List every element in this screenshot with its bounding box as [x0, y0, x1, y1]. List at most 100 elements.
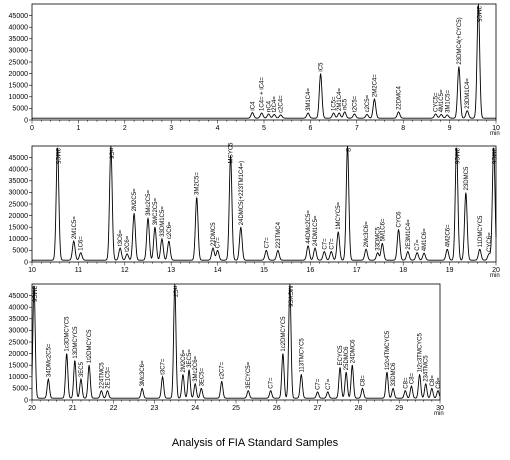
peak-label: 4M1C5= — [439, 89, 445, 112]
peak-apex — [161, 238, 163, 240]
peak-label: nC7 — [171, 286, 177, 298]
peak-apex — [80, 378, 82, 380]
peak-label: c2C7= — [220, 361, 226, 379]
peak-label: c2C6= — [167, 221, 173, 239]
peak-apex — [200, 388, 202, 389]
panel-2: 0 5000 10000 15000 20000 25000 30000 35000 40000… — [9, 142, 500, 279]
peak-label: 24DMC6 — [350, 339, 356, 363]
y-tick-label: 45000 — [9, 293, 29, 300]
peak-label: 223TMC4 — [276, 221, 282, 248]
peak-label: C7= — [264, 237, 270, 249]
x-tick-label: 6 — [308, 125, 312, 132]
peak-apex — [73, 240, 75, 242]
y-tick-label: 45000 — [9, 13, 29, 20]
peak-label: 2E1C5= — [106, 366, 112, 388]
peak-label: C7= — [216, 237, 222, 249]
peak-apex — [374, 98, 375, 100]
y-tick-label: 20000 — [9, 71, 29, 78]
peak-label: 3M1C4= — [306, 88, 312, 111]
peak-label: 5M1C6= — [380, 218, 386, 241]
peak-apex — [212, 247, 214, 249]
y-tick-label: 0 — [24, 259, 28, 266]
peak-apex — [320, 73, 322, 74]
peak-apex — [411, 385, 412, 387]
peak-label: t2C6= — [125, 235, 131, 252]
x-tick-label: 12 — [121, 267, 129, 274]
peak-apex — [407, 251, 409, 252]
peak-apex — [347, 145, 348, 147]
x-tick-label: 2 — [123, 125, 127, 132]
peak-apex — [162, 376, 163, 378]
peak-apex — [493, 145, 495, 147]
peak-apex — [88, 364, 90, 366]
peak-label: 1C6= — [79, 236, 85, 251]
peak-apex — [107, 390, 108, 392]
peak-label: 3EC5= — [187, 349, 193, 368]
peak-apex — [333, 112, 334, 114]
peak-label: 2E3M1C4= — [406, 219, 412, 250]
peak-apex — [458, 66, 460, 68]
y-tick-label: 30000 — [9, 328, 29, 335]
peak-apex — [74, 360, 76, 361]
peak-apex — [196, 196, 198, 198]
y-tick-label: 25000 — [9, 59, 29, 66]
peak-label: 4M1C6= — [422, 228, 428, 251]
peak-label: c2C5= — [365, 94, 371, 112]
peak-label: 22DMC5 — [211, 222, 217, 246]
peak-label: 33DMC6 — [391, 362, 397, 386]
x-tick-label: 17 — [353, 267, 361, 274]
y-tick-label: 15000 — [9, 363, 29, 370]
peak-label: 1t2DMCYC5 — [87, 329, 93, 363]
peak-label: 25DMC6 — [344, 346, 350, 370]
y-tick-label: 10000 — [9, 374, 29, 381]
x-unit-label: min — [434, 411, 444, 417]
x-tick-label: 0 — [30, 125, 34, 132]
peak-apex — [345, 371, 347, 373]
peak-apex — [362, 388, 363, 389]
trace-line — [31, 283, 441, 399]
y-tick-label: 40000 — [9, 305, 29, 312]
peak-apex — [280, 114, 282, 116]
x-tick-label: 22 — [110, 405, 118, 412]
peak-apex — [344, 111, 346, 113]
peak-label: 3MC6 — [31, 286, 37, 303]
peak-apex — [446, 114, 448, 116]
peak-apex — [174, 283, 176, 285]
peak-apex — [366, 114, 368, 115]
y-tick-label: 30000 — [9, 48, 29, 55]
peak-label: C8= — [361, 375, 367, 387]
x-tick-label: 21 — [69, 405, 77, 412]
x-tick-label: 20 — [492, 267, 500, 274]
peak-label: CYC5= — [434, 92, 440, 112]
peak-apex — [270, 390, 272, 392]
x-tick-label: 15 — [260, 267, 268, 274]
peak-label: 3MC5 — [54, 148, 60, 165]
peak-label: C8= — [430, 375, 436, 387]
peak-apex — [265, 250, 267, 251]
peak-apex — [230, 154, 231, 156]
x-unit-label: min — [490, 273, 500, 279]
peak-apex — [307, 112, 309, 114]
x-tick-label: 23 — [151, 405, 159, 412]
peak-apex — [273, 114, 275, 115]
peak-apex — [435, 113, 437, 115]
peak-label: 1t2c3TMCYC5 — [418, 332, 424, 372]
peak-label: C7= — [415, 239, 421, 251]
peak-label: 3M1C5= — [445, 90, 451, 113]
peak-apex — [398, 111, 399, 113]
peak-apex — [100, 390, 102, 392]
peak-apex — [252, 112, 253, 113]
peak-label: 3EC5= — [199, 367, 205, 386]
peak-apex — [182, 374, 184, 375]
peak-apex — [317, 391, 318, 393]
peak-apex — [126, 253, 128, 255]
peak-apex — [247, 390, 249, 392]
peak-apex — [141, 388, 143, 389]
x-tick-label: 10 — [28, 267, 36, 274]
peak-apex — [282, 353, 284, 354]
peak-label: 23DM1C4= — [465, 78, 471, 109]
peak-label: 2Mc3C6= — [364, 221, 370, 247]
peak-label: CYC6= — [487, 232, 493, 252]
x-tick-label: 5 — [262, 125, 266, 132]
peak-label: 3ECYC5= — [246, 361, 252, 388]
